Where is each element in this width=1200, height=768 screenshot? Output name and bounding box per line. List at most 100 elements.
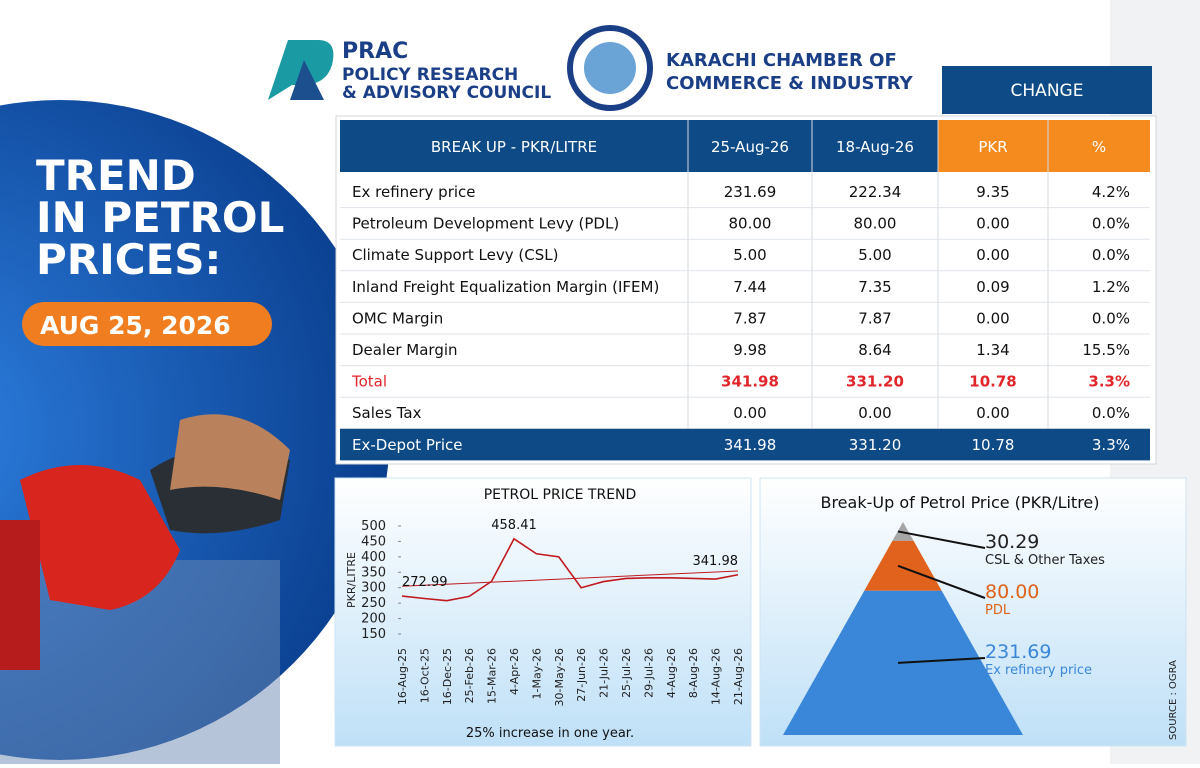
table-header-bg bbox=[938, 120, 1150, 172]
x-tick-label: 15-Mar-26 bbox=[486, 648, 499, 704]
change-header: CHANGE bbox=[1011, 81, 1084, 101]
data-label: 341.98 bbox=[693, 554, 739, 569]
x-tick-label: 16-Dec-25 bbox=[441, 648, 454, 705]
cell: 0.0% bbox=[1092, 246, 1130, 264]
cell: 222.34 bbox=[849, 183, 902, 201]
cell: 0.00 bbox=[976, 309, 1009, 327]
cell: 10.78 bbox=[969, 373, 1016, 391]
chart-subtitle: 25% increase in one year. bbox=[466, 726, 634, 741]
cell: 9.98 bbox=[733, 341, 766, 359]
trend-line bbox=[401, 570, 739, 587]
hero-title: TREND bbox=[36, 151, 196, 200]
y-tick-label: 500 bbox=[361, 519, 386, 534]
kcci-emblem bbox=[584, 42, 636, 94]
cell: 0.0% bbox=[1092, 309, 1130, 327]
value-label: 80.00 bbox=[985, 581, 1039, 603]
y-tick-label: 300 bbox=[361, 581, 386, 596]
date-pill bbox=[22, 302, 272, 346]
x-tick-label: 16-Aug-25 bbox=[396, 648, 409, 705]
cell: 1.34 bbox=[976, 341, 1009, 359]
kcci-line: COMMERCE & INDUSTRY bbox=[666, 73, 914, 94]
source: SOURCE : OGRA bbox=[1168, 660, 1179, 740]
cell: 0.00 bbox=[976, 404, 1009, 422]
column-header: % bbox=[1092, 138, 1106, 156]
column-header: 18-Aug-26 bbox=[836, 138, 914, 156]
data-label: 458.41 bbox=[491, 518, 537, 533]
cell: 5.00 bbox=[733, 246, 766, 264]
cell: 331.20 bbox=[849, 436, 902, 454]
x-tick-label: 25-Jul-26 bbox=[620, 648, 633, 698]
cell: 0.00 bbox=[976, 246, 1009, 264]
cell: 231.69 bbox=[724, 183, 777, 201]
cell: 341.98 bbox=[721, 373, 779, 391]
prac-logo bbox=[268, 40, 334, 100]
row-label: OMC Margin bbox=[352, 309, 443, 327]
y-tick-label: 150 bbox=[361, 627, 386, 642]
value-label: 30.29 bbox=[985, 531, 1039, 553]
row-label: Climate Support Levy (CSL) bbox=[352, 246, 558, 264]
x-tick-label: 14-Aug-26 bbox=[710, 648, 723, 705]
x-tick-label: 4-Apr-26 bbox=[508, 648, 521, 695]
cell: 9.35 bbox=[976, 183, 1009, 201]
x-tick-label: 4-Aug-26 bbox=[665, 648, 678, 698]
row-label: Dealer Margin bbox=[352, 341, 458, 359]
prac-name: PRAC bbox=[342, 39, 408, 64]
chart-title: Break-Up of Petrol Price (PKR/Litre) bbox=[820, 493, 1099, 512]
cell: 7.87 bbox=[733, 309, 766, 327]
column-header: PKR bbox=[978, 138, 1007, 156]
pump-illustration bbox=[0, 414, 290, 764]
x-tick-label: 30-May-26 bbox=[553, 648, 566, 706]
table-header-bg bbox=[340, 120, 938, 172]
cell: 0.00 bbox=[858, 404, 891, 422]
x-tick-label: 25-Feb-26 bbox=[463, 648, 476, 703]
y-tick-label: 250 bbox=[361, 596, 386, 611]
row-label: Ex refinery price bbox=[352, 183, 476, 201]
y-tick-label: 400 bbox=[361, 550, 386, 565]
x-tick-label: 1-May-26 bbox=[530, 648, 543, 699]
y-tick-label: 450 bbox=[361, 534, 386, 549]
cell: 10.78 bbox=[972, 436, 1015, 454]
chart-title: PETROL PRICE TREND bbox=[484, 487, 637, 503]
x-tick-label: 16-Oct-25 bbox=[418, 648, 431, 703]
leader-line bbox=[897, 657, 986, 664]
value-label: 231.69 bbox=[985, 641, 1051, 663]
cell: 0.00 bbox=[733, 404, 766, 422]
cell: 3.3% bbox=[1092, 436, 1130, 454]
cell: 80.00 bbox=[729, 215, 772, 233]
total-row-bg bbox=[340, 428, 1150, 461]
column-header: 25-Aug-26 bbox=[711, 138, 789, 156]
leader-line bbox=[897, 530, 986, 549]
cell: 80.00 bbox=[854, 215, 897, 233]
pyramid-segment bbox=[864, 540, 942, 591]
y-tick-label: 350 bbox=[361, 565, 386, 580]
hero-title: PRICES: bbox=[36, 235, 221, 284]
y-tick-label: 200 bbox=[361, 612, 386, 627]
row-label: Petroleum Development Levy (PDL) bbox=[352, 215, 619, 233]
data-label: 272.99 bbox=[402, 575, 448, 590]
x-tick-label: 21-Jul-26 bbox=[598, 648, 611, 698]
cell: 4.2% bbox=[1092, 183, 1130, 201]
price-line bbox=[401, 537, 739, 602]
hero-title: IN PETROL bbox=[36, 193, 284, 242]
column-header: BREAK UP - PKR/LITRE bbox=[431, 138, 597, 156]
cell: 1.2% bbox=[1092, 278, 1130, 296]
cell: 331.20 bbox=[846, 373, 904, 391]
x-tick-label: 8-Aug-26 bbox=[687, 648, 700, 698]
cell: 3.3% bbox=[1088, 373, 1130, 391]
cell: 7.44 bbox=[733, 278, 766, 296]
y-axis-label: PKR/LITRE bbox=[345, 552, 358, 608]
kcci-line: KARACHI CHAMBER OF bbox=[666, 50, 897, 71]
row-label: Sales Tax bbox=[352, 404, 422, 422]
cell: 8.64 bbox=[858, 341, 891, 359]
x-tick-label: 21-Aug-26 bbox=[732, 648, 745, 705]
row-label: Ex-Depot Price bbox=[352, 436, 463, 454]
prac-line: & ADVISORY COUNCIL bbox=[342, 83, 551, 103]
date: AUG 25, 2026 bbox=[40, 311, 231, 340]
table-frame bbox=[335, 115, 1157, 465]
row-label: Total bbox=[351, 373, 387, 391]
cell: 0.0% bbox=[1092, 215, 1130, 233]
category-label: Ex refinery price bbox=[985, 663, 1092, 678]
trend-panel bbox=[334, 477, 752, 747]
cell: 0.00 bbox=[976, 215, 1009, 233]
